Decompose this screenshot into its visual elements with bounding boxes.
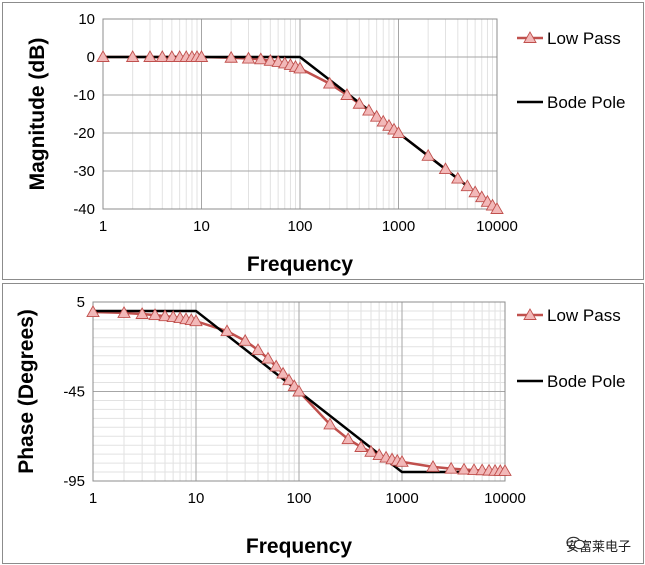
- legend-low-pass-marker: [523, 31, 537, 43]
- low-pass-data-point: [261, 351, 275, 364]
- wechat-icon: [566, 536, 586, 550]
- low-pass-data-point: [143, 50, 157, 62]
- low-pass-data-point: [148, 308, 162, 321]
- y-tick-label: -30: [73, 163, 95, 180]
- low-pass-data-point: [251, 343, 265, 355]
- low-pass-data-point: [468, 185, 482, 198]
- low-pass-data-point: [354, 440, 368, 452]
- low-pass-data-point: [241, 51, 256, 64]
- low-pass-data-point: [238, 333, 252, 346]
- low-pass-data-point: [194, 50, 209, 62]
- x-tick-label: 1: [89, 490, 97, 507]
- y-tick-label: -20: [73, 125, 95, 142]
- low-pass-data-point: [426, 459, 440, 472]
- low-pass-data-point: [421, 148, 435, 161]
- chart-legend: Low Pass Bode Pole: [517, 29, 625, 112]
- low-pass-data-point: [135, 307, 149, 319]
- phase-chart: 1 10 100 1000 10000 5 -45 -95 Frequency Phase (De…: [15, 294, 625, 558]
- low-pass-data-point: [117, 306, 131, 318]
- low-pass-data-point: [125, 50, 140, 62]
- low-pass-data-point: [457, 462, 471, 475]
- low-pass-data-point: [467, 463, 481, 476]
- x-tick-label: 1000: [385, 490, 418, 507]
- low-pass-data-point: [293, 61, 307, 74]
- low-pass-data-point: [438, 162, 453, 175]
- low-pass-data-point: [155, 50, 170, 62]
- low-pass-data-point: [460, 179, 475, 192]
- legend-bode-pole-label: Bode Pole: [547, 93, 625, 112]
- low-pass-data-point: [322, 76, 337, 89]
- low-pass-data-point: [474, 190, 489, 203]
- low-pass-data-point: [490, 202, 504, 214]
- low-pass-data-point: [395, 454, 409, 467]
- y-tick-label: 10: [78, 11, 95, 28]
- y-tick-label: -95: [63, 473, 85, 490]
- legend-bode-pole-label: Bode Pole: [547, 372, 625, 391]
- y-tick-label: 0: [87, 49, 95, 66]
- low-pass-data-point: [498, 464, 512, 476]
- x-tick-label: 100: [287, 218, 312, 235]
- low-pass-data-point: [269, 359, 283, 372]
- low-pass-data-point: [276, 366, 290, 379]
- watermark: 安富莱电子: [566, 536, 631, 555]
- low-pass-data-point: [254, 52, 268, 65]
- low-pass-data-point: [292, 384, 306, 397]
- x-axis-title: Frequency: [246, 535, 353, 558]
- plot-area-border: [92, 301, 506, 482]
- x-tick-label: 1000: [382, 218, 415, 235]
- low-pass-data-point: [376, 114, 391, 127]
- x-tick-label: 1: [99, 218, 107, 235]
- y-tick-label: 5: [77, 294, 85, 311]
- low-pass-data-point: [224, 50, 238, 63]
- plot-area-border: [102, 18, 498, 210]
- low-pass-data-point: [444, 461, 458, 474]
- low-pass-data-point: [96, 50, 110, 62]
- x-axis-title: Frequency: [247, 253, 354, 276]
- low-pass-data-point: [341, 432, 355, 445]
- x-tick-label: 10000: [476, 218, 518, 235]
- chart-legend: Low Pass Bode Pole: [517, 306, 625, 391]
- low-pass-data-point: [282, 373, 296, 386]
- low-pass-data-point: [220, 324, 234, 337]
- x-tick-label: 10: [193, 218, 210, 235]
- y-tick-label: -10: [73, 87, 95, 104]
- x-tick-label: 100: [286, 490, 311, 507]
- low-pass-data-point: [362, 103, 376, 116]
- low-pass-data-point: [158, 309, 172, 322]
- low-pass-data-point: [451, 171, 465, 184]
- low-pass-data-point: [372, 448, 386, 460]
- x-tick-label: 10000: [484, 490, 526, 507]
- low-pass-data-point: [391, 126, 406, 138]
- low-pass-data-point: [340, 88, 354, 100]
- low-pass-data-point: [352, 96, 367, 109]
- magnitude-chart-panel: 1 10 100 1000 10000 10 0 -10 -20 -30 -40 Frequency M…: [2, 2, 644, 280]
- low-pass-data-point: [86, 305, 100, 317]
- legend-low-pass-label: Low Pass: [547, 29, 621, 48]
- low-pass-data-point: [263, 53, 278, 66]
- y-tick-label: -40: [73, 201, 95, 218]
- magnitude-chart: 1 10 100 1000 10000100-10-20-30-40FrequencyM…: [26, 11, 625, 276]
- x-tick-label: 10: [188, 490, 205, 507]
- low-pass-data-point: [364, 444, 378, 457]
- y-axis-title: Magnitude (dB): [26, 38, 49, 191]
- y-axis-title: Phase (Degrees): [15, 309, 38, 474]
- legend-low-pass-label: Low Pass: [547, 306, 621, 325]
- legend-low-pass-marker: [523, 308, 537, 320]
- low-pass-data-point: [323, 417, 337, 430]
- y-tick-label: -45: [63, 384, 85, 401]
- phase-chart-panel: 1 10 100 1000 10000 5 -45 -95 Frequency Phase (De…: [2, 283, 644, 564]
- low-pass-data-point: [189, 314, 203, 327]
- low-pass-data-point: [369, 109, 384, 122]
